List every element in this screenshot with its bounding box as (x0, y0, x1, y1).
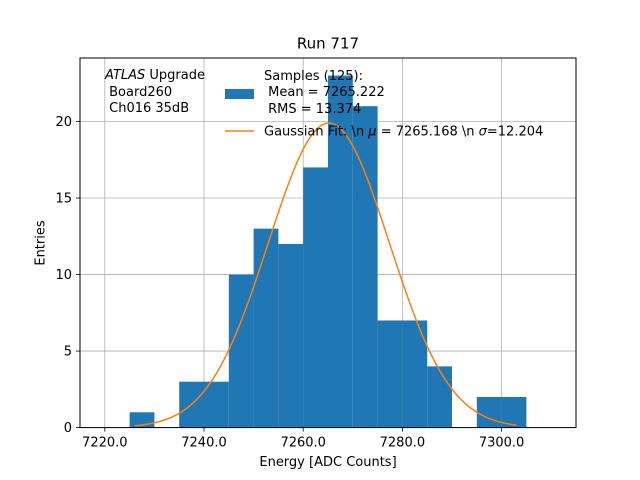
annotation-line-3: Ch016 35dB (105, 101, 189, 116)
y-tick-label: 15 (55, 192, 72, 207)
legend-samples-line-1: Samples (125): (264, 69, 363, 84)
histogram-bar (501, 396, 527, 428)
y-axis-label: Entries (34, 220, 49, 266)
legend-fit-label: Gaussian Fit: \n μ = 7265.168 \n σ=12.20… (264, 125, 543, 140)
annotation-upgrade: Upgrade (145, 68, 205, 83)
x-tick-label: 7260.0 (280, 436, 326, 451)
legend-samples-line-2: Mean = 7265.222 (264, 85, 385, 100)
x-tick-label: 7280.0 (380, 436, 426, 451)
gaussian-fit-line (134, 122, 517, 427)
legend-fit-post: =12.204 (487, 125, 543, 140)
histogram-bar (303, 167, 328, 428)
histogram-bar (476, 396, 502, 428)
annotation-line-2: Board260 (105, 85, 172, 100)
x-tick-label: 7300.0 (479, 436, 525, 451)
annotation-line-1: ATLAS Upgrade (104, 68, 205, 83)
legend: Samples (125): Mean = 7265.222 RMS = 13.… (225, 69, 543, 140)
y-tick-label: 20 (55, 115, 72, 130)
histogram-bar (377, 320, 403, 428)
y-tick-label: 0 (64, 421, 72, 436)
legend-fit-pre: Gaussian Fit: \n (264, 125, 368, 140)
x-tick-label: 7220.0 (82, 436, 128, 451)
plot-frame (79, 57, 577, 429)
histogram-bar (278, 243, 304, 428)
histogram-bar (427, 366, 452, 428)
legend-samples-line-3: RMS = 13.374 (264, 102, 361, 117)
x-ticks: 7220.0 7240.0 7260.0 7280.0 7300.0 (82, 427, 525, 451)
x-axis-label: Energy [ADC Counts] (259, 455, 396, 470)
y-tick-label: 5 (64, 345, 72, 360)
histogram-bar (328, 75, 353, 428)
legend-fit-mu: μ (367, 125, 376, 140)
chart-title: Run 717 (297, 35, 359, 53)
annotation-atlas-italic: ATLAS (104, 68, 145, 83)
legend-fit-mid: = 7265.168 \n (377, 125, 479, 140)
histogram-bar (204, 381, 229, 428)
x-tick-label: 7240.0 (181, 436, 227, 451)
y-tick-label: 10 (55, 268, 72, 283)
histogram-bar (352, 106, 378, 428)
atlas-annotation: ATLAS Upgrade Board260 Ch016 35dB (104, 68, 205, 116)
y-ticks: 0 5 10 15 20 (55, 115, 80, 436)
histogram-bar (253, 228, 279, 428)
legend-samples-swatch (225, 89, 254, 99)
legend-fit-sigma: σ (479, 125, 488, 140)
